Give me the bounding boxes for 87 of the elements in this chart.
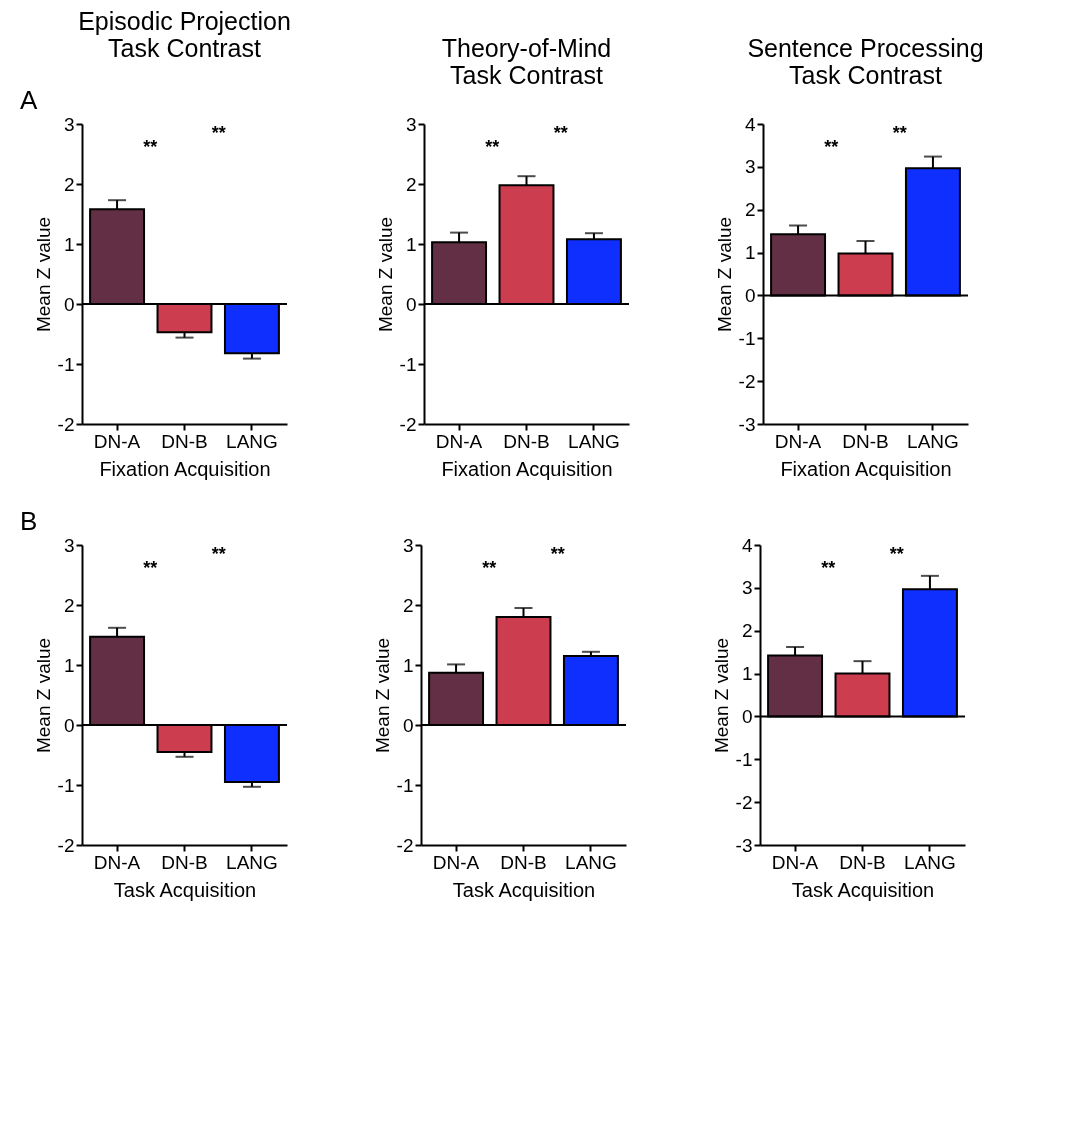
y-tick-label: 1 [63,233,75,255]
y-tick-label: 2 [402,594,414,616]
x-axis-title: Fixation Acquisition [780,457,952,480]
y-tick-label: -1 [735,748,753,770]
annotation: ** [824,137,839,157]
y-tick-label: 1 [744,242,756,264]
y-tick-label: -3 [738,413,756,435]
text: B [20,506,38,536]
y-tick-label: 3 [63,113,75,135]
chart-title: Episodic Projection Task Contrast [78,7,291,62]
x-tick-label: LANG [904,851,956,873]
x-tick-label: LANG [568,430,620,452]
y-tick-label: 2 [744,199,756,221]
y-tick-label: 0 [744,284,756,306]
y-tick-label: 0 [402,714,414,736]
annotation: ** [889,544,904,564]
x-tick-label: DN-A [435,430,483,452]
y-tick-label: 0 [741,705,753,727]
x-axis-title: Task Acquisition [113,878,257,901]
y-tick-label: 1 [405,233,417,255]
y-axis-title: Mean Z value [371,637,393,754]
y-tick-label: -1 [396,774,414,796]
x-tick-label: LANG [226,430,278,452]
x-tick-label: DN-A [93,851,141,873]
chart-title: Sentence Processing Task Contrast [747,34,984,89]
y-axis-title: Mean Z value [374,216,396,333]
y-tick-label: 3 [405,113,417,135]
annotation: ** [892,123,907,143]
x-tick-label: DN-B [842,430,889,452]
y-tick-label: 2 [741,620,753,642]
y-tick-label: 1 [741,663,753,685]
y-tick-label: -1 [738,327,756,349]
y-tick-label: 3 [402,534,414,556]
y-tick-label: 3 [744,156,756,178]
y-tick-label: 1 [402,654,414,676]
y-tick-label: -1 [399,353,417,375]
y-tick-label: -1 [57,774,75,796]
y-tick-label: 0 [63,293,75,315]
y-tick-label: 4 [744,113,756,135]
y-tick-label: 2 [63,173,75,195]
x-axis-title: Fixation Acquisition [441,457,613,480]
y-tick-label: -1 [57,353,75,375]
y-tick-label: 3 [63,534,75,556]
chart-title: Theory-of-Mind Task Contrast [441,34,612,89]
y-tick-label: 1 [63,654,75,676]
annotation: ** [550,544,565,564]
x-tick-label: LANG [907,430,959,452]
y-axis-title: Mean Z value [32,216,54,333]
y-tick-label: -2 [399,413,417,435]
y-tick-label: 2 [405,173,417,195]
annotation: ** [482,558,497,578]
x-tick-label: DN-B [503,430,550,452]
y-tick-label: -2 [735,791,753,813]
x-tick-label: DN-A [771,851,819,873]
x-tick-label: DN-B [839,851,886,873]
y-tick-label: 4 [741,534,753,556]
y-tick-label: 3 [741,577,753,599]
annotation: ** [211,123,226,143]
x-tick-label: LANG [565,851,617,873]
x-axis-title: Fixation Acquisition [99,457,271,480]
y-tick-label: -3 [735,834,753,856]
y-axis-title: Mean Z value [713,216,735,333]
x-tick-label: DN-B [500,851,547,873]
y-tick-label: -2 [396,834,414,856]
y-tick-label: 2 [63,594,75,616]
x-tick-label: DN-A [774,430,822,452]
x-tick-label: DN-B [161,430,208,452]
x-tick-label: DN-A [93,430,141,452]
annotation: ** [143,558,158,578]
x-tick-label: LANG [226,851,278,873]
text: A [20,85,38,115]
y-tick-label: -2 [57,413,75,435]
y-tick-label: 0 [405,293,417,315]
y-tick-label: -2 [738,370,756,392]
x-axis-title: Task Acquisition [452,878,596,901]
y-axis-title: Mean Z value [32,637,54,754]
y-tick-label: 0 [63,714,75,736]
y-tick-label: -2 [57,834,75,856]
annotation: ** [821,558,836,578]
y-axis-title: Mean Z value [710,637,732,754]
annotation: ** [553,123,568,143]
x-axis-title: Task Acquisition [791,878,935,901]
x-tick-label: DN-A [432,851,480,873]
x-tick-label: DN-B [161,851,208,873]
annotation: ** [143,137,158,157]
annotation: ** [485,137,500,157]
annotation: ** [211,544,226,564]
